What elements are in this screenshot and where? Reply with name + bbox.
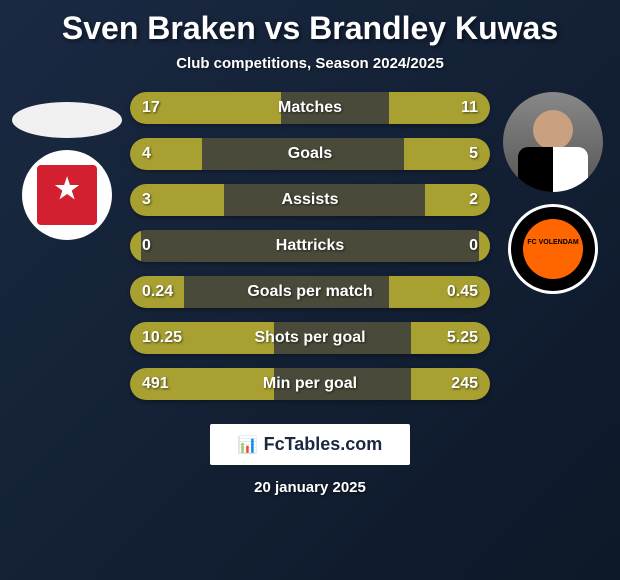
stat-label: Goals per match xyxy=(247,283,372,301)
stat-row: 0 0 Hattricks xyxy=(130,230,490,262)
right-club-logo xyxy=(508,204,598,294)
stat-value-right: 0.45 xyxy=(447,283,478,301)
stat-label: Hattricks xyxy=(276,237,344,255)
left-player-avatar xyxy=(12,102,122,138)
footer-brand: 📊 FcTables.com xyxy=(210,424,411,465)
stats-column: 17 11 Matches 4 5 Goals 3 2 Assists 0 0 Hattricks 0.… xyxy=(130,92,490,400)
right-player-avatar xyxy=(503,92,603,192)
stat-bar-left xyxy=(130,230,141,262)
stat-value-right: 245 xyxy=(451,375,478,393)
stat-value-left: 3 xyxy=(142,191,151,209)
stat-value-left: 0.24 xyxy=(142,283,173,301)
stat-value-left: 491 xyxy=(142,375,169,393)
subtitle: Club competitions, Season 2024/2025 xyxy=(176,55,444,72)
main-comparison-area: 17 11 Matches 4 5 Goals 3 2 Assists 0 0 Hattricks 0.… xyxy=(0,92,620,400)
stat-value-right: 5 xyxy=(469,145,478,163)
stat-row: 0.24 0.45 Goals per match xyxy=(130,276,490,308)
stat-value-left: 10.25 xyxy=(142,329,182,347)
page-title: Sven Braken vs Brandley Kuwas xyxy=(62,10,558,47)
stat-label: Assists xyxy=(282,191,339,209)
stat-value-right: 2 xyxy=(469,191,478,209)
date-text: 20 january 2025 xyxy=(254,479,366,496)
stat-value-right: 5.25 xyxy=(447,329,478,347)
stat-value-left: 4 xyxy=(142,145,151,163)
stat-bar-right xyxy=(425,184,490,216)
stat-row: 3 2 Assists xyxy=(130,184,490,216)
stat-value-right: 11 xyxy=(461,99,478,117)
stat-bar-right xyxy=(479,230,490,262)
stat-label: Shots per goal xyxy=(254,329,365,347)
stat-row: 4 5 Goals xyxy=(130,138,490,170)
chart-icon: 📊 xyxy=(238,435,258,455)
stat-value-left: 0 xyxy=(142,237,151,255)
stat-label: Matches xyxy=(278,99,342,117)
stat-value-right: 0 xyxy=(469,237,478,255)
stat-label: Min per goal xyxy=(263,375,357,393)
stat-row: 491 245 Min per goal xyxy=(130,368,490,400)
right-player-column xyxy=(498,92,608,294)
stat-value-left: 17 xyxy=(142,99,160,117)
stat-label: Goals xyxy=(288,145,332,163)
stat-bar-left xyxy=(130,138,202,170)
comparison-card: Sven Braken vs Brandley Kuwas Club compe… xyxy=(0,0,620,580)
left-club-logo xyxy=(22,150,112,240)
stat-row: 10.25 5.25 Shots per goal xyxy=(130,322,490,354)
brand-text: FcTables.com xyxy=(264,434,383,455)
stat-row: 17 11 Matches xyxy=(130,92,490,124)
left-player-column xyxy=(12,92,122,240)
